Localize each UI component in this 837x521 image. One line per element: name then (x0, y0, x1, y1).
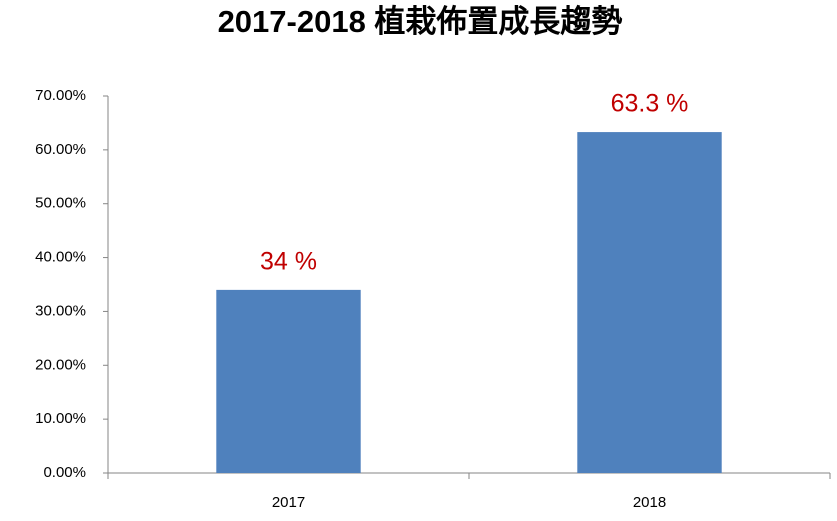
y-tick-label: 50.00% (35, 195, 86, 212)
y-tick-label: 20.00% (35, 356, 86, 373)
data-label: 34 % (260, 247, 317, 275)
y-tick-label: 70.00% (35, 87, 86, 104)
y-tick-label: 30.00% (35, 302, 86, 319)
y-tick-label: 40.00% (35, 249, 86, 266)
y-tick-label: 60.00% (35, 141, 86, 158)
x-tick-label: 2017 (272, 494, 305, 511)
bar (216, 289, 361, 473)
chart-title: 2017-2018 植栽佈置成長趨勢 (218, 4, 623, 39)
y-tick-label: 10.00% (35, 410, 86, 427)
x-tick-label: 2018 (633, 494, 666, 511)
bar (577, 132, 722, 473)
y-tick-label: 0.00% (43, 464, 86, 481)
data-label: 63.3 % (611, 90, 689, 118)
